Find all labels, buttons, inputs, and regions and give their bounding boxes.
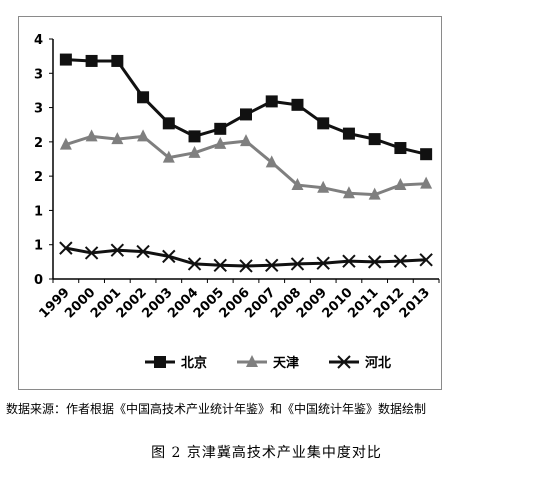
- legend-marker: [246, 355, 258, 367]
- data-point: [59, 53, 72, 66]
- legend: 北京 天津 河北: [145, 355, 391, 371]
- data-point: [317, 117, 330, 130]
- y-tick-label: 1: [34, 204, 43, 219]
- y-tick-label: 2: [34, 136, 43, 151]
- source-note: 数据来源：作者根据《中国高技术产业统计年鉴》和《中国统计年鉴》数据绘制: [6, 402, 427, 416]
- data-point: [316, 256, 330, 270]
- y-tick-label: 0: [34, 273, 43, 288]
- data-point: [420, 148, 433, 161]
- data-point: [59, 137, 72, 150]
- data-point: [394, 178, 407, 191]
- data-point: [85, 54, 98, 67]
- data-point: [393, 254, 408, 268]
- data-point: [214, 122, 227, 135]
- y-tick-label: 3: [34, 102, 43, 117]
- data-point: [291, 98, 304, 111]
- data-point: [342, 254, 356, 268]
- data-point: [291, 178, 304, 191]
- data-point: [187, 257, 202, 271]
- data-point: [368, 133, 381, 146]
- series-2: [59, 129, 433, 200]
- data-point: [162, 249, 176, 264]
- legend-label: 北京: [181, 355, 207, 371]
- figure-caption: 图 2 京津冀高技术产业集中度对比: [151, 445, 382, 461]
- line-chart: 0112233419992000200120022003200420052006…: [34, 33, 440, 371]
- data-point: [239, 259, 253, 273]
- data-point: [342, 127, 355, 140]
- data-point: [240, 134, 252, 147]
- data-point: [188, 130, 201, 143]
- y-tick-label: 1: [34, 239, 43, 254]
- data-point: [84, 246, 99, 260]
- axes: 0112233419992000200120022003200420052006…: [34, 33, 440, 321]
- data-point: [419, 253, 433, 267]
- data-point: [111, 54, 124, 67]
- data-point: [265, 155, 278, 168]
- data-point: [367, 255, 382, 269]
- legend-label: 河北: [365, 355, 391, 371]
- data-point: [136, 244, 150, 259]
- series-layer: [59, 53, 433, 273]
- data-point: [162, 150, 175, 163]
- data-point: [394, 142, 407, 155]
- data-point: [110, 243, 125, 257]
- x-tick-label: 2013: [397, 285, 433, 321]
- data-point: [368, 187, 381, 200]
- data-point: [420, 176, 433, 189]
- data-point: [213, 258, 227, 272]
- series-1: [59, 53, 433, 161]
- legend-marker: [337, 355, 351, 369]
- data-point: [111, 132, 124, 145]
- data-point: [214, 136, 227, 149]
- data-point: [137, 91, 150, 104]
- chart-frame: 0 1 1 2 2 3 3 4 1999 2000 2001 2002 2003 2004 2005 2006…: [18, 16, 442, 390]
- data-point: [342, 186, 355, 199]
- series-3: [59, 241, 433, 273]
- data-point: [162, 117, 175, 130]
- data-point: [240, 108, 252, 121]
- y-tick-label: 2: [34, 170, 43, 185]
- legend-marker: [154, 356, 166, 368]
- y-tick-label: 3: [34, 67, 43, 82]
- y-tick-label: 4: [34, 33, 43, 48]
- data-point: [59, 241, 73, 255]
- legend-label: 天津: [273, 355, 299, 371]
- data-point: [85, 129, 98, 142]
- data-point: [317, 180, 330, 193]
- data-point: [265, 258, 279, 272]
- data-point: [290, 257, 305, 271]
- data-point: [137, 129, 150, 142]
- data-point: [188, 145, 201, 158]
- data-point: [265, 95, 278, 108]
